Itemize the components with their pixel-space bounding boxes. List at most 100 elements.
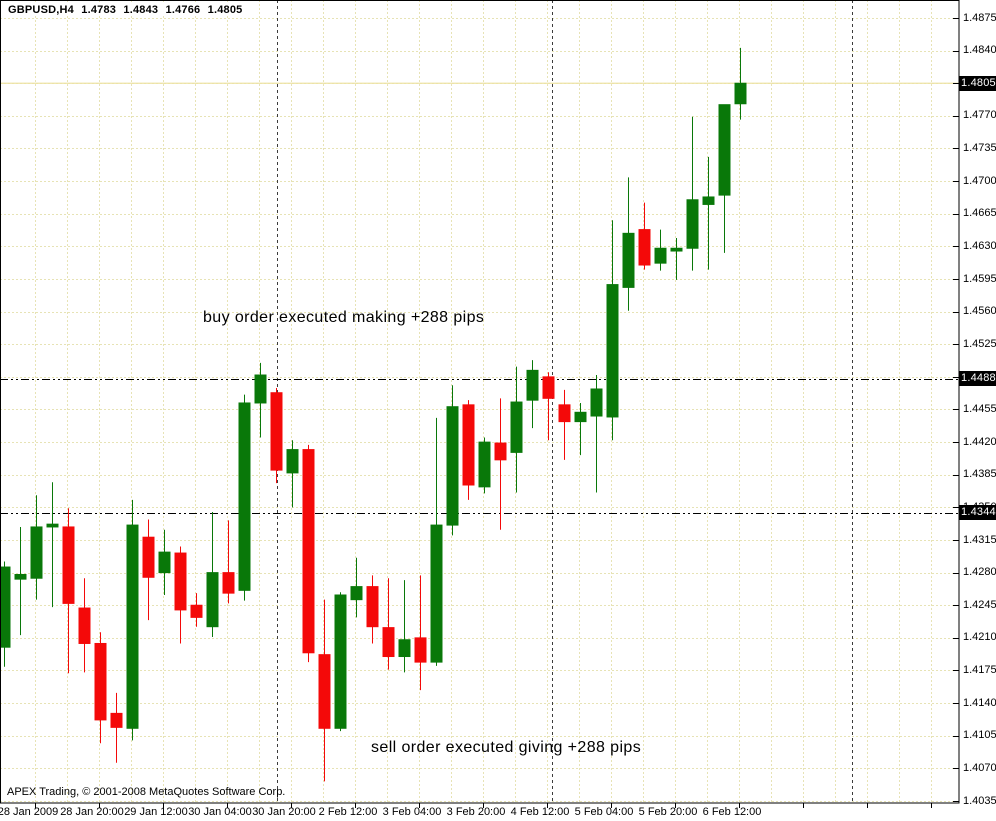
time-axis-label: 3 Feb 20:00 [446, 806, 506, 818]
price-axis-label: 1.4210 [963, 631, 996, 644]
price-axis-label: 1.4175 [963, 664, 996, 676]
candle [702, 156, 715, 270]
candle [558, 389, 571, 460]
candle [366, 575, 379, 644]
candle [382, 578, 395, 670]
price-axis-label: 1.4245 [963, 598, 996, 611]
candle [494, 398, 507, 530]
candle [286, 440, 299, 508]
candle [46, 482, 59, 608]
candle [414, 575, 427, 691]
candle [174, 546, 187, 644]
time-axis-label: 2 Feb 12:00 [318, 806, 378, 818]
chart-symbol-title: GBPUSD,H4 1.4783 1.4843 1.4766 1.4805 [8, 4, 249, 16]
candle [238, 394, 251, 601]
candle [126, 499, 139, 741]
axis-ticks [35, 18, 959, 808]
candle [30, 495, 43, 600]
candle [14, 526, 27, 636]
time-axis-label: 29 Jan 12:00 [124, 806, 188, 818]
candle [734, 47, 747, 120]
price-axis-label: 1.4315 [963, 533, 996, 546]
price-tag-buy-exit-level: 1.4488 [959, 371, 996, 387]
price-axis-label: 1.4035 [963, 794, 996, 807]
period-separators [277, 0, 853, 803]
price-axis-label: 1.4070 [963, 761, 996, 774]
price-axis-label: 1.4105 [963, 729, 996, 742]
candle [254, 362, 267, 438]
copyright-text: APEX Trading, © 2001-2008 MetaQuotes Sof… [7, 786, 286, 798]
time-axis-label: 4 Feb 12:00 [510, 806, 570, 818]
price-axis-label: 1.4385 [963, 468, 996, 481]
time-axis-label: 5 Feb 04:00 [574, 806, 634, 818]
candle [590, 375, 603, 493]
price-axis-label: 1.4735 [963, 142, 996, 154]
symbol-period: GBPUSD,H4 [8, 4, 74, 16]
candle [670, 237, 683, 280]
time-axis-label: 30 Jan 04:00 [188, 806, 252, 818]
candle [462, 400, 475, 500]
time-axis-label: 28 Jan 20:00 [60, 806, 124, 818]
time-axis-label: 30 Jan 20:00 [252, 806, 316, 818]
candle [222, 520, 235, 604]
candle [270, 388, 283, 484]
candle [78, 578, 91, 673]
plot-border [0, 0, 960, 804]
candle [206, 512, 219, 637]
time-axis-label: 6 Feb 12:00 [702, 806, 762, 818]
candle [718, 104, 731, 253]
candle [398, 580, 411, 673]
buy-order-annotation: buy order executed making +288 pips [203, 309, 485, 326]
candle [430, 417, 443, 666]
candle [478, 437, 491, 494]
ohlc-open: 1.4783 [81, 4, 117, 16]
price-axis-label: 1.4455 [963, 403, 996, 415]
candle [302, 444, 315, 663]
price-axis-label: 1.4700 [963, 174, 996, 187]
price-axis-label: 1.4560 [963, 305, 996, 318]
price-axis-label: 1.4770 [963, 109, 996, 122]
price-axis-label: 1.4420 [963, 435, 996, 448]
time-axis-label: 5 Feb 20:00 [638, 806, 698, 818]
candle [446, 385, 459, 536]
price-axis-label: 1.4875 [963, 11, 996, 24]
h-gridlines [0, 18, 959, 802]
candle [622, 177, 635, 311]
price-axis-label: 1.4595 [963, 272, 996, 285]
candle [606, 220, 619, 441]
candle [110, 692, 123, 763]
price-axis-label: 1.4525 [963, 337, 996, 350]
price-tag-sell-exit-level: 1.4344 [959, 505, 996, 521]
ohlc-close: 1.4805 [207, 4, 243, 16]
v-gridlines [35, 0, 932, 803]
price-axis-label: 1.4665 [963, 207, 996, 220]
candle [94, 632, 107, 744]
candle [526, 360, 539, 429]
sell-order-annotation: sell order executed giving +288 pips [371, 739, 642, 756]
candle [190, 593, 203, 627]
time-axis-label: 28 Jan 2009 [0, 806, 59, 818]
price-axis-label: 1.4630 [963, 239, 996, 252]
candle [62, 508, 75, 674]
candles [0, 47, 747, 782]
candle [686, 116, 699, 271]
price-axis-label: 1.4140 [963, 696, 996, 709]
ohlc-high: 1.4843 [123, 4, 159, 16]
price-axis-label: 1.4280 [963, 566, 996, 579]
candle [542, 372, 555, 441]
candle [350, 557, 363, 618]
candle [318, 599, 331, 782]
price-tag-current: 1.4805 [959, 75, 996, 91]
candle [638, 202, 651, 270]
candle [334, 592, 347, 732]
candle [510, 366, 523, 493]
candle [158, 529, 171, 595]
candle [574, 402, 587, 456]
candle [654, 229, 667, 271]
candle [142, 519, 155, 621]
time-axis-label: 3 Feb 04:00 [382, 806, 442, 818]
price-axis-label: 1.4840 [963, 44, 996, 57]
ohlc-low: 1.4766 [165, 4, 201, 16]
